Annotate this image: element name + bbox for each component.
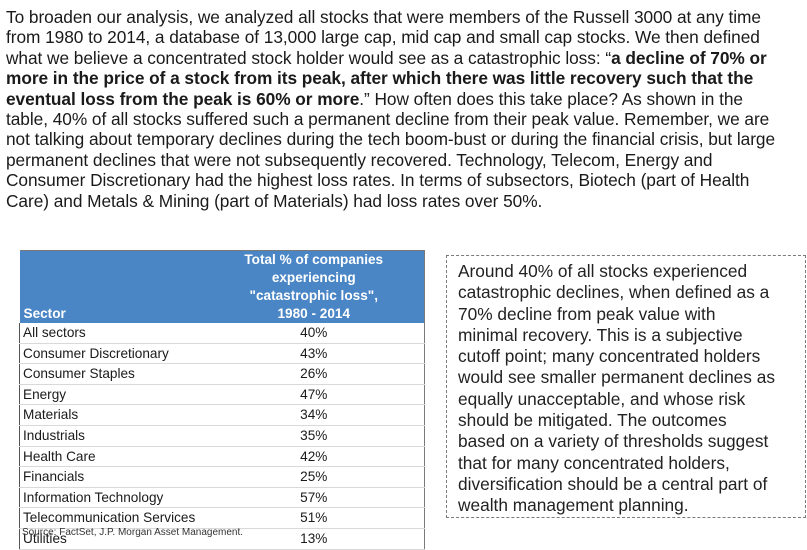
sector-cell: Consumer Staples	[19, 363, 204, 385]
sector-cell: Consumer Discretionary	[19, 343, 204, 365]
sector-cell: Materials	[19, 404, 204, 426]
table-row: Financials 25%	[19, 466, 425, 488]
paragraph-line: To broaden our analysis, we analyzed all…	[6, 7, 761, 27]
callout-line: cutoff point; many concentrated holders	[458, 346, 761, 367]
paragraph-line: from 1980 to 2014, a database of 13,000 …	[6, 27, 760, 48]
total-column-header: Total % of companies experiencing "catas…	[203, 250, 425, 323]
table-row: Health Care 42%	[19, 446, 425, 468]
sector-cell: Industrials	[19, 425, 204, 447]
total-header-line: 1980 - 2014	[277, 306, 351, 321]
body-paragraph: To broaden our analysis, we analyzed all…	[6, 7, 806, 211]
table-row: Consumer Discretionary 43%	[19, 343, 425, 365]
value-cell: 34%	[203, 404, 425, 426]
callout-line: Around 40% of all stocks experienced	[458, 261, 748, 281]
table-header-row: Sector Total % of companies experiencing…	[19, 250, 425, 323]
table-row: Consumer Staples 26%	[19, 363, 425, 385]
value-cell: 35%	[203, 425, 425, 447]
paragraph-line: table, 40% of all stocks suffered such a…	[6, 108, 770, 129]
table-row: Energy 47%	[19, 384, 425, 406]
value-cell: 26%	[203, 363, 425, 385]
paragraph-emphasis: a decline of 70% or	[611, 47, 767, 68]
callout-line: wealth management planning.	[458, 495, 689, 516]
table-row: Telecommunication Services 51%	[19, 507, 425, 529]
sector-table: Sector Total % of companies experiencing…	[19, 250, 425, 550]
sector-cell: All sectors	[19, 323, 204, 344]
sector-cell: Telecommunication Services	[19, 507, 204, 529]
paragraph-emphasis: eventual loss from the peak is 60% or mo…	[6, 88, 360, 109]
callout-line: would see smaller permanent declines as	[458, 367, 775, 388]
paragraph-line: not talking about temporary declines dur…	[6, 129, 776, 150]
paragraph-line: permanent declines that were not subsequ…	[6, 149, 713, 170]
table-row: Industrials 35%	[19, 425, 425, 447]
sector-cell: Information Technology	[19, 487, 204, 509]
callout-line: should be mitigated. The outcomes	[458, 410, 727, 431]
paragraph-line: eventual loss from the peak is 60% or mo…	[6, 89, 806, 109]
total-header-line: "catastrophic loss",	[249, 288, 378, 303]
callout-line: diversification should be a central part…	[458, 473, 768, 494]
paragraph-line: what we believe a concentrated stock hol…	[6, 48, 806, 68]
callout-box: Around 40% of all stocks experienced cat…	[446, 255, 806, 518]
paragraph-text: .” How often does this take place? As sh…	[359, 88, 743, 109]
sector-cell: Energy	[19, 384, 204, 406]
paragraph-line: Consumer Discretionary had the highest l…	[6, 170, 750, 191]
loss-rate-table: Sector Total % of companies experiencing…	[19, 250, 425, 550]
total-header-line: Total % of companies experiencing	[244, 252, 384, 285]
sector-cell: Health Care	[19, 446, 204, 468]
value-cell: 40%	[203, 323, 425, 344]
paragraph-emphasis: more in the price of a stock from its pe…	[6, 68, 754, 89]
sector-column-header: Sector	[19, 250, 204, 323]
paragraph-line: Care) and Metals & Mining (part of Mater…	[6, 190, 543, 211]
callout-line: 70% decline from peak value with	[458, 303, 716, 324]
value-cell: 47%	[203, 384, 425, 406]
table-row: Materials 34%	[19, 404, 425, 426]
callout-line: catastrophic declines, when defined as a	[458, 282, 770, 303]
callout-line: based on a variety of thresholds suggest	[458, 431, 769, 452]
table-row: All sectors 40%	[19, 323, 425, 344]
value-cell: 25%	[203, 466, 425, 488]
value-cell: 42%	[203, 446, 425, 468]
sector-cell: Financials	[19, 466, 204, 488]
paragraph-line: more in the price of a stock from its pe…	[6, 68, 806, 88]
value-cell: 57%	[203, 487, 425, 509]
callout-line: that for many concentrated holders,	[458, 452, 730, 473]
callout-line: equally unacceptable, and whose risk	[458, 388, 746, 409]
value-cell: 51%	[203, 507, 425, 529]
callout-line: minimal recovery. This is a subjective	[458, 324, 743, 345]
paragraph-text: what we believe a concentrated stock hol…	[6, 47, 612, 68]
value-cell: 43%	[203, 343, 425, 365]
table-row: Information Technology 57%	[19, 487, 425, 509]
callout-text: Around 40% of all stocks experienced cat…	[458, 261, 798, 517]
